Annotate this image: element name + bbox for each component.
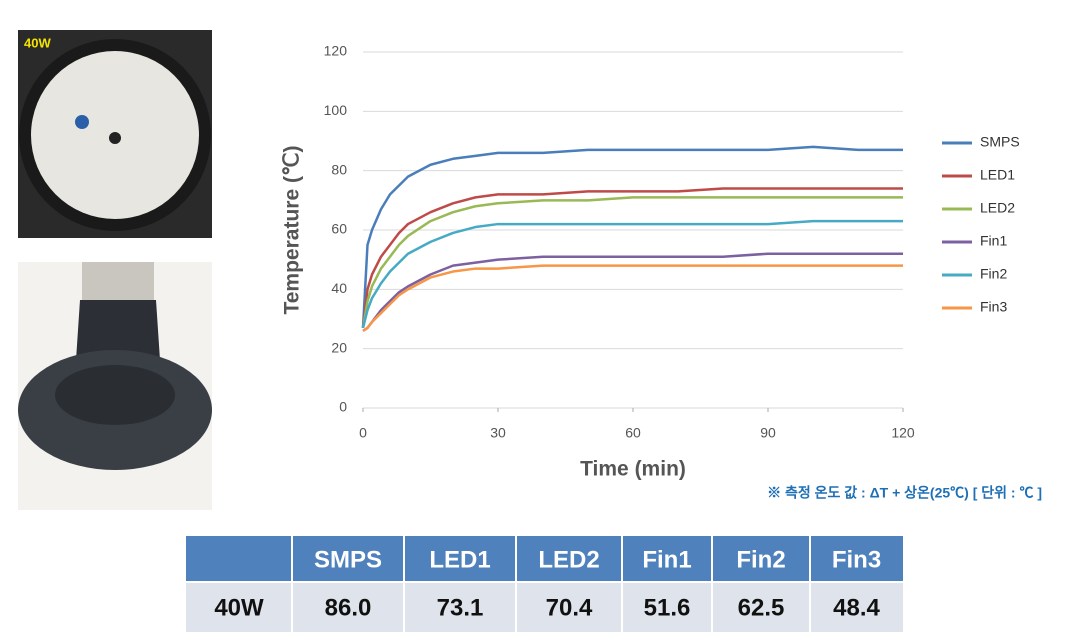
y-tick-label: 60 xyxy=(331,221,347,237)
series-line xyxy=(362,252,903,332)
table-header-cell: Fin3 xyxy=(832,546,881,573)
table-cell: 70.4 xyxy=(546,594,593,621)
table-cell: 73.1 xyxy=(437,594,484,621)
x-tick-label: 0 xyxy=(359,425,367,441)
photo-heatsink-core xyxy=(55,365,175,425)
series-line xyxy=(361,145,903,328)
x-axis-title: Time (min) xyxy=(580,458,686,481)
series-line xyxy=(361,219,903,329)
x-tick-label: 60 xyxy=(625,425,641,441)
series-line xyxy=(361,196,903,329)
photo-part xyxy=(75,115,89,129)
note: ※ 측정 온도 값 : ΔT + 상온(25℃) [ 단위 : ℃ ] xyxy=(767,485,1042,501)
table-cell: 86.0 xyxy=(325,594,372,621)
table-header-bg xyxy=(186,536,903,582)
y-tick-label: 80 xyxy=(331,161,347,177)
table-header-cell: LED2 xyxy=(538,546,599,573)
x-tick-label: 30 xyxy=(490,425,506,441)
legend-label: Fin1 xyxy=(980,233,1007,249)
table-row-label: 40W xyxy=(214,594,264,621)
y-axis-title: Temperature (℃) xyxy=(281,145,304,314)
legend-label: LED2 xyxy=(980,200,1015,216)
legend-label: Fin3 xyxy=(980,299,1007,315)
table-row-bg xyxy=(186,582,903,632)
y-tick-label: 100 xyxy=(324,102,348,118)
table-header-cell: Fin1 xyxy=(642,546,691,573)
photo-socket xyxy=(82,262,154,302)
table-cell: 48.4 xyxy=(833,594,880,621)
legend-label: LED1 xyxy=(980,167,1015,183)
y-tick-label: 0 xyxy=(339,399,347,415)
y-tick-label: 120 xyxy=(324,43,348,59)
y-tick-label: 20 xyxy=(331,339,347,355)
series-line xyxy=(362,264,903,332)
photo-part xyxy=(109,132,121,144)
table-header-cell: LED1 xyxy=(429,546,490,573)
series-line xyxy=(361,187,903,329)
table-header-cell: SMPS xyxy=(314,546,382,573)
photo-label: 40W xyxy=(24,35,51,50)
table-header-cell: Fin2 xyxy=(736,546,785,573)
legend-label: Fin2 xyxy=(980,266,1007,282)
x-tick-label: 90 xyxy=(760,425,776,441)
x-tick-label: 120 xyxy=(891,425,915,441)
table-cell: 62.5 xyxy=(738,594,785,621)
photo-heatsink-neck xyxy=(76,300,160,360)
y-tick-label: 40 xyxy=(331,280,347,296)
legend-label: SMPS xyxy=(980,134,1020,150)
table-cell: 51.6 xyxy=(644,594,691,621)
